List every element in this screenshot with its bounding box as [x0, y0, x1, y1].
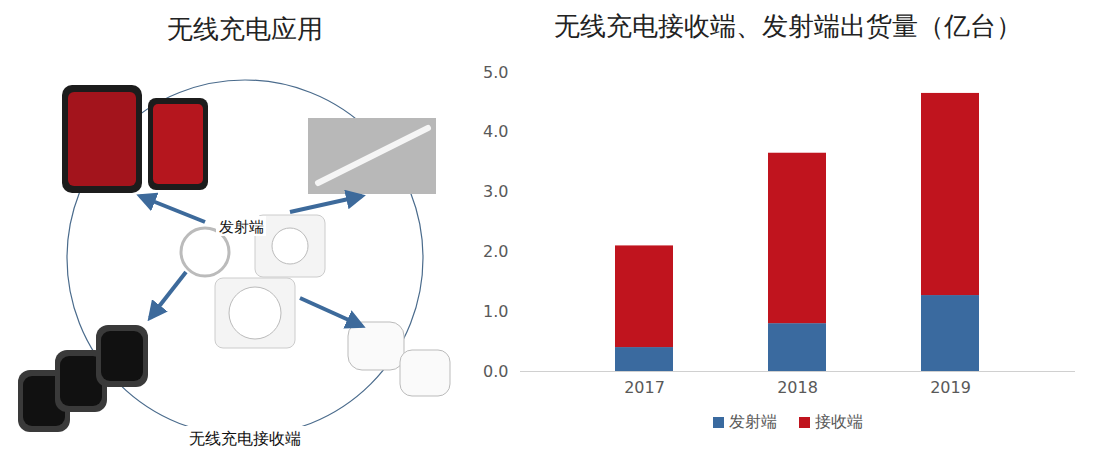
svg-text:5.0: 5.0 [483, 63, 508, 82]
svg-text:2018: 2018 [777, 378, 818, 397]
svg-text:2019: 2019 [930, 378, 971, 397]
svg-text:4.0: 4.0 [483, 122, 508, 141]
svg-text:2017: 2017 [624, 378, 665, 397]
svg-text:2.0: 2.0 [483, 242, 508, 261]
svg-text:无线充电接收端: 无线充电接收端 [189, 429, 301, 448]
html-text:无线充电接收端、发射端出货量（亿台）: 无线充电接收端、发射端出货量（亿台） [553, 11, 1022, 41]
svg-text:1.0: 1.0 [483, 302, 508, 321]
svg-text:发射端: 发射端 [219, 218, 264, 236]
svg-text:无线充电应用: 无线充电应用 [167, 14, 323, 44]
html-text:发射端: 发射端 [728, 411, 777, 431]
svg-text:0.0: 0.0 [483, 362, 508, 381]
html-text:接收端: 接收端 [814, 411, 863, 431]
svg-text:3.0: 3.0 [483, 182, 508, 201]
